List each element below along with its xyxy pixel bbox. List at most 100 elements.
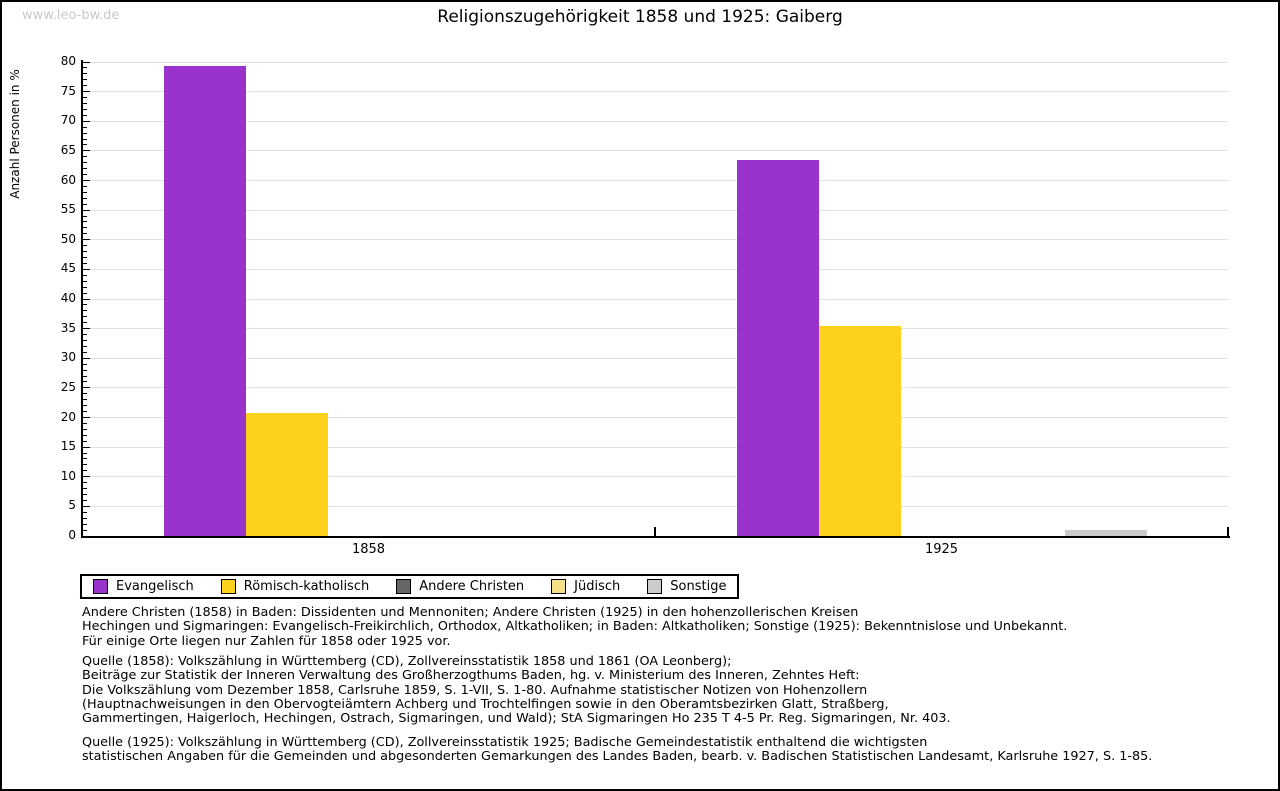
y-major-tick	[83, 357, 90, 359]
note-definitions: Andere Christen (1858) in Baden: Disside…	[82, 605, 1068, 649]
y-major-tick	[83, 417, 90, 418]
y-minor-tick	[83, 458, 87, 460]
y-major-tick	[83, 61, 90, 63]
y-gridline	[82, 239, 1228, 241]
y-minor-tick	[83, 245, 87, 247]
y-major-tick	[83, 239, 90, 241]
y-minor-tick	[83, 191, 87, 193]
y-minor-tick	[83, 73, 87, 75]
y-gridline	[82, 61, 1228, 63]
legend-label: Andere Christen	[419, 579, 525, 594]
x-axis-tick	[1227, 527, 1229, 536]
y-minor-tick	[83, 411, 87, 413]
y-minor-tick	[83, 511, 87, 513]
note-source-1925: Quelle (1925): Volkszählung in Württembe…	[82, 735, 1153, 765]
y-gridline	[82, 328, 1228, 330]
y-minor-tick	[83, 257, 87, 259]
y-minor-tick	[83, 221, 87, 223]
y-major-tick	[83, 387, 90, 389]
y-minor-tick	[83, 168, 87, 170]
x-axis-line	[81, 536, 1230, 538]
y-minor-tick	[83, 274, 87, 276]
y-tick-label: 55	[60, 202, 76, 217]
y-tick-label: 70	[60, 113, 76, 128]
y-major-tick	[83, 91, 90, 93]
y-minor-tick	[83, 375, 87, 377]
y-minor-tick	[83, 197, 87, 199]
y-minor-tick	[83, 440, 87, 442]
y-gridline	[82, 209, 1228, 211]
y-major-tick	[83, 328, 90, 330]
legend-item-sonstige: Sonstige	[647, 579, 726, 594]
y-gridline	[82, 417, 1228, 418]
y-major-tick	[83, 150, 90, 152]
y-major-tick	[83, 505, 90, 507]
y-minor-tick	[83, 470, 87, 472]
y-gridline	[82, 180, 1228, 181]
y-minor-tick	[83, 79, 87, 81]
y-minor-tick	[83, 102, 87, 104]
y-major-tick	[83, 209, 90, 211]
y-major-tick	[83, 268, 90, 270]
bar-r-misch-katholisch-1925	[818, 325, 901, 536]
y-minor-tick	[83, 310, 87, 312]
legend-item-j-disch: Jüdisch	[551, 579, 620, 594]
y-minor-tick	[83, 434, 87, 436]
y-minor-tick	[83, 227, 87, 229]
y-minor-tick	[83, 215, 87, 217]
legend-label: Jüdisch	[574, 579, 621, 594]
y-tick-label: 75	[60, 83, 76, 98]
y-axis-line	[81, 60, 83, 538]
y-minor-tick	[83, 280, 87, 282]
y-minor-tick	[83, 292, 87, 294]
legend-swatch-sonstige	[647, 579, 663, 594]
bar-evangelisch-1858	[163, 65, 246, 536]
legend-label: Sonstige	[670, 579, 727, 594]
y-tick-label: 0	[68, 528, 76, 542]
y-major-tick	[83, 180, 90, 181]
y-minor-tick	[83, 185, 87, 187]
y-tick-label: 10	[60, 468, 76, 483]
y-minor-tick	[83, 203, 87, 205]
y-tick-label: 30	[60, 350, 76, 365]
y-tick-label: 80	[60, 54, 76, 68]
y-minor-tick	[83, 316, 87, 318]
chart-title: Religionszugehörigkeit 1858 und 1925: Ga…	[437, 7, 843, 27]
y-minor-tick	[83, 452, 87, 454]
y-major-tick	[83, 120, 90, 122]
y-minor-tick	[83, 422, 87, 424]
y-minor-tick	[83, 363, 87, 365]
y-tick-label: 40	[60, 291, 76, 305]
y-minor-tick	[83, 304, 87, 306]
y-minor-tick	[83, 381, 87, 383]
y-minor-tick	[83, 126, 87, 128]
y-minor-tick	[83, 114, 87, 116]
y-minor-tick	[83, 251, 87, 253]
y-minor-tick	[83, 174, 87, 176]
y-minor-tick	[83, 464, 87, 466]
y-tick-label: 60	[60, 172, 76, 187]
y-minor-tick	[83, 67, 87, 69]
watermark: www.leo-bw.de	[22, 8, 120, 23]
legend-swatch-evangelisch	[93, 579, 108, 594]
y-minor-tick	[83, 132, 87, 134]
legend-swatch-r-misch-katholisch	[220, 579, 236, 594]
y-tick-label: 50	[60, 231, 76, 246]
bar-r-misch-katholisch-1858	[245, 412, 328, 536]
y-minor-tick	[83, 428, 87, 430]
y-gridline	[82, 298, 1228, 300]
y-minor-tick	[83, 399, 87, 401]
y-minor-tick	[83, 262, 87, 264]
y-minor-tick	[83, 529, 87, 531]
bar-evangelisch-1925	[736, 159, 819, 536]
x-axis-tick	[654, 527, 656, 536]
y-minor-tick	[83, 138, 87, 140]
y-minor-tick	[83, 108, 87, 110]
y-tick-label: 65	[60, 142, 76, 157]
y-gridline	[82, 446, 1228, 448]
legend-label: Römisch-katholisch	[243, 579, 370, 594]
y-minor-tick	[83, 339, 87, 341]
y-minor-tick	[83, 97, 87, 99]
